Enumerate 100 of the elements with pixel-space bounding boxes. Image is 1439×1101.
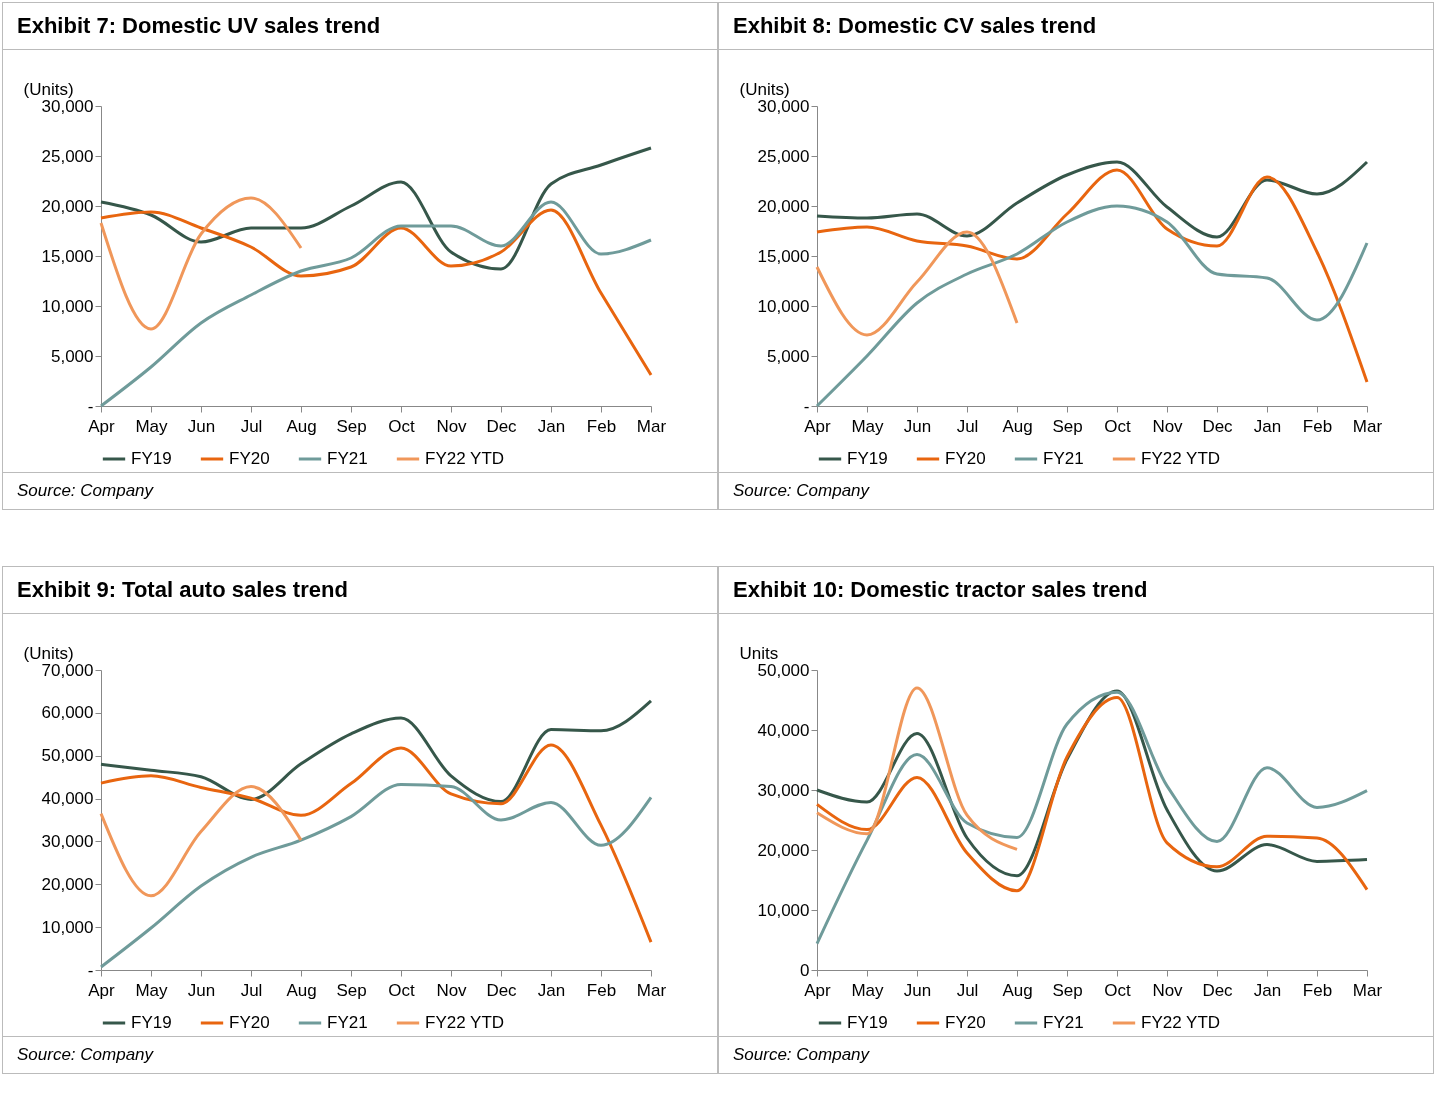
x-tick-label: Jun [903,980,932,1000]
y-axis-title: (Units) [23,643,74,663]
y-tick-label: 20,000 [41,196,94,216]
legend-label: FY19 [131,1013,172,1032]
y-tick-label: 30,000 [757,780,810,800]
y-axis-title: Units [739,643,779,663]
x-tick-label: Apr [804,416,832,436]
y-tick-label: 15,000 [41,246,94,266]
y-tick-label: 40,000 [757,720,810,740]
y-tick-label: - [87,396,94,416]
legend-label: FY22 YTD [425,449,505,468]
source-note: Source: Company [3,1036,717,1073]
y-tick-label: 5,000 [50,346,94,366]
x-tick-label: Dec [486,416,518,436]
y-tick-label: 5,000 [766,346,810,366]
line-series [815,686,1019,851]
legend-label: FY21 [327,449,368,468]
x-tick-label: Nov [1152,980,1184,1000]
x-tick-label: Jan [537,980,566,1000]
x-tick-label: Apr [88,980,116,1000]
x-tick-label: May [851,980,885,1000]
y-tick-label: - [87,960,94,980]
x-tick-label: Nov [1152,416,1184,436]
x-tick-label: Apr [804,980,832,1000]
legend-label: FY22 YTD [1141,449,1221,468]
line-series [99,743,653,944]
line-series [815,690,1369,946]
legend-label: FY19 [847,1013,888,1032]
line-series [99,196,303,331]
y-tick-label: 10,000 [41,917,94,937]
x-tick-label: Aug [286,980,317,1000]
x-tick-label: Dec [486,980,518,1000]
x-tick-label: Aug [1002,416,1033,436]
legend-label: FY20 [945,1013,986,1032]
chart-title: Exhibit 9: Total auto sales trend [3,567,717,614]
x-tick-label: Jan [1253,416,1282,436]
x-tick-label: Mar [636,416,667,436]
x-tick-label: May [851,416,885,436]
y-tick-label: 20,000 [757,196,810,216]
x-tick-label: Jul [240,416,263,436]
x-tick-label: Aug [1002,980,1033,1000]
y-tick-label: 30,000 [41,831,94,851]
y-tick-label: 10,000 [757,296,810,316]
y-tick-label: 50,000 [757,660,810,680]
y-tick-label: 50,000 [41,746,94,766]
line-series [815,230,1019,337]
x-tick-label: May [135,980,169,1000]
x-tick-label: Jul [956,980,979,1000]
y-axis-title: (Units) [739,79,790,99]
legend-label: FY20 [229,449,270,468]
y-tick-label: - [803,396,810,416]
x-tick-label: Oct [1104,980,1131,1000]
x-tick-label: Sep [336,980,367,1000]
chart-title: Exhibit 10: Domestic tractor sales trend [719,567,1433,614]
x-tick-label: Feb [586,980,617,1000]
x-tick-label: Jul [956,416,979,436]
line-series [815,160,1369,239]
y-tick-label: 0 [800,960,810,980]
y-tick-label: 20,000 [757,840,810,860]
x-tick-label: Jul [240,980,263,1000]
line-series [99,146,653,271]
legend-label: FY20 [229,1013,270,1032]
legend-label: FY22 YTD [1141,1013,1221,1032]
x-tick-label: Mar [1352,980,1383,1000]
chart-title: Exhibit 7: Domestic UV sales trend [3,3,717,50]
legend-label: FY21 [1043,449,1084,468]
line-series [815,168,1369,384]
x-tick-label: Jan [537,416,566,436]
x-tick-label: Apr [88,416,116,436]
x-tick-label: Mar [1352,416,1383,436]
x-tick-label: Nov [436,416,468,436]
x-tick-label: Feb [1302,980,1333,1000]
chart-title: Exhibit 8: Domestic CV sales trend [719,3,1433,50]
y-tick-label: 10,000 [41,296,94,316]
y-tick-label: 25,000 [41,146,94,166]
x-tick-label: Feb [586,416,617,436]
x-tick-label: May [135,416,169,436]
legend-label: FY19 [131,449,172,468]
y-tick-label: 20,000 [41,874,94,894]
x-tick-label: Aug [286,416,317,436]
y-tick-label: 25,000 [757,146,810,166]
legend-label: FY21 [1043,1013,1084,1032]
legend-label: FY20 [945,449,986,468]
x-tick-label: Jun [187,416,216,436]
x-tick-label: Jun [187,980,216,1000]
x-tick-label: Sep [1052,980,1083,1000]
y-axis-title: (Units) [23,79,74,99]
source-note: Source: Company [719,472,1433,509]
line-series [99,208,653,377]
y-tick-label: 60,000 [41,703,94,723]
line-series [99,699,653,804]
x-tick-label: Sep [336,416,367,436]
x-tick-label: Oct [1104,416,1131,436]
legend-label: FY19 [847,449,888,468]
legend-label: FY22 YTD [425,1013,505,1032]
y-tick-label: 40,000 [41,789,94,809]
x-tick-label: Oct [388,980,415,1000]
x-tick-label: Dec [1202,416,1234,436]
x-tick-label: Feb [1302,416,1333,436]
x-tick-label: Sep [1052,416,1083,436]
